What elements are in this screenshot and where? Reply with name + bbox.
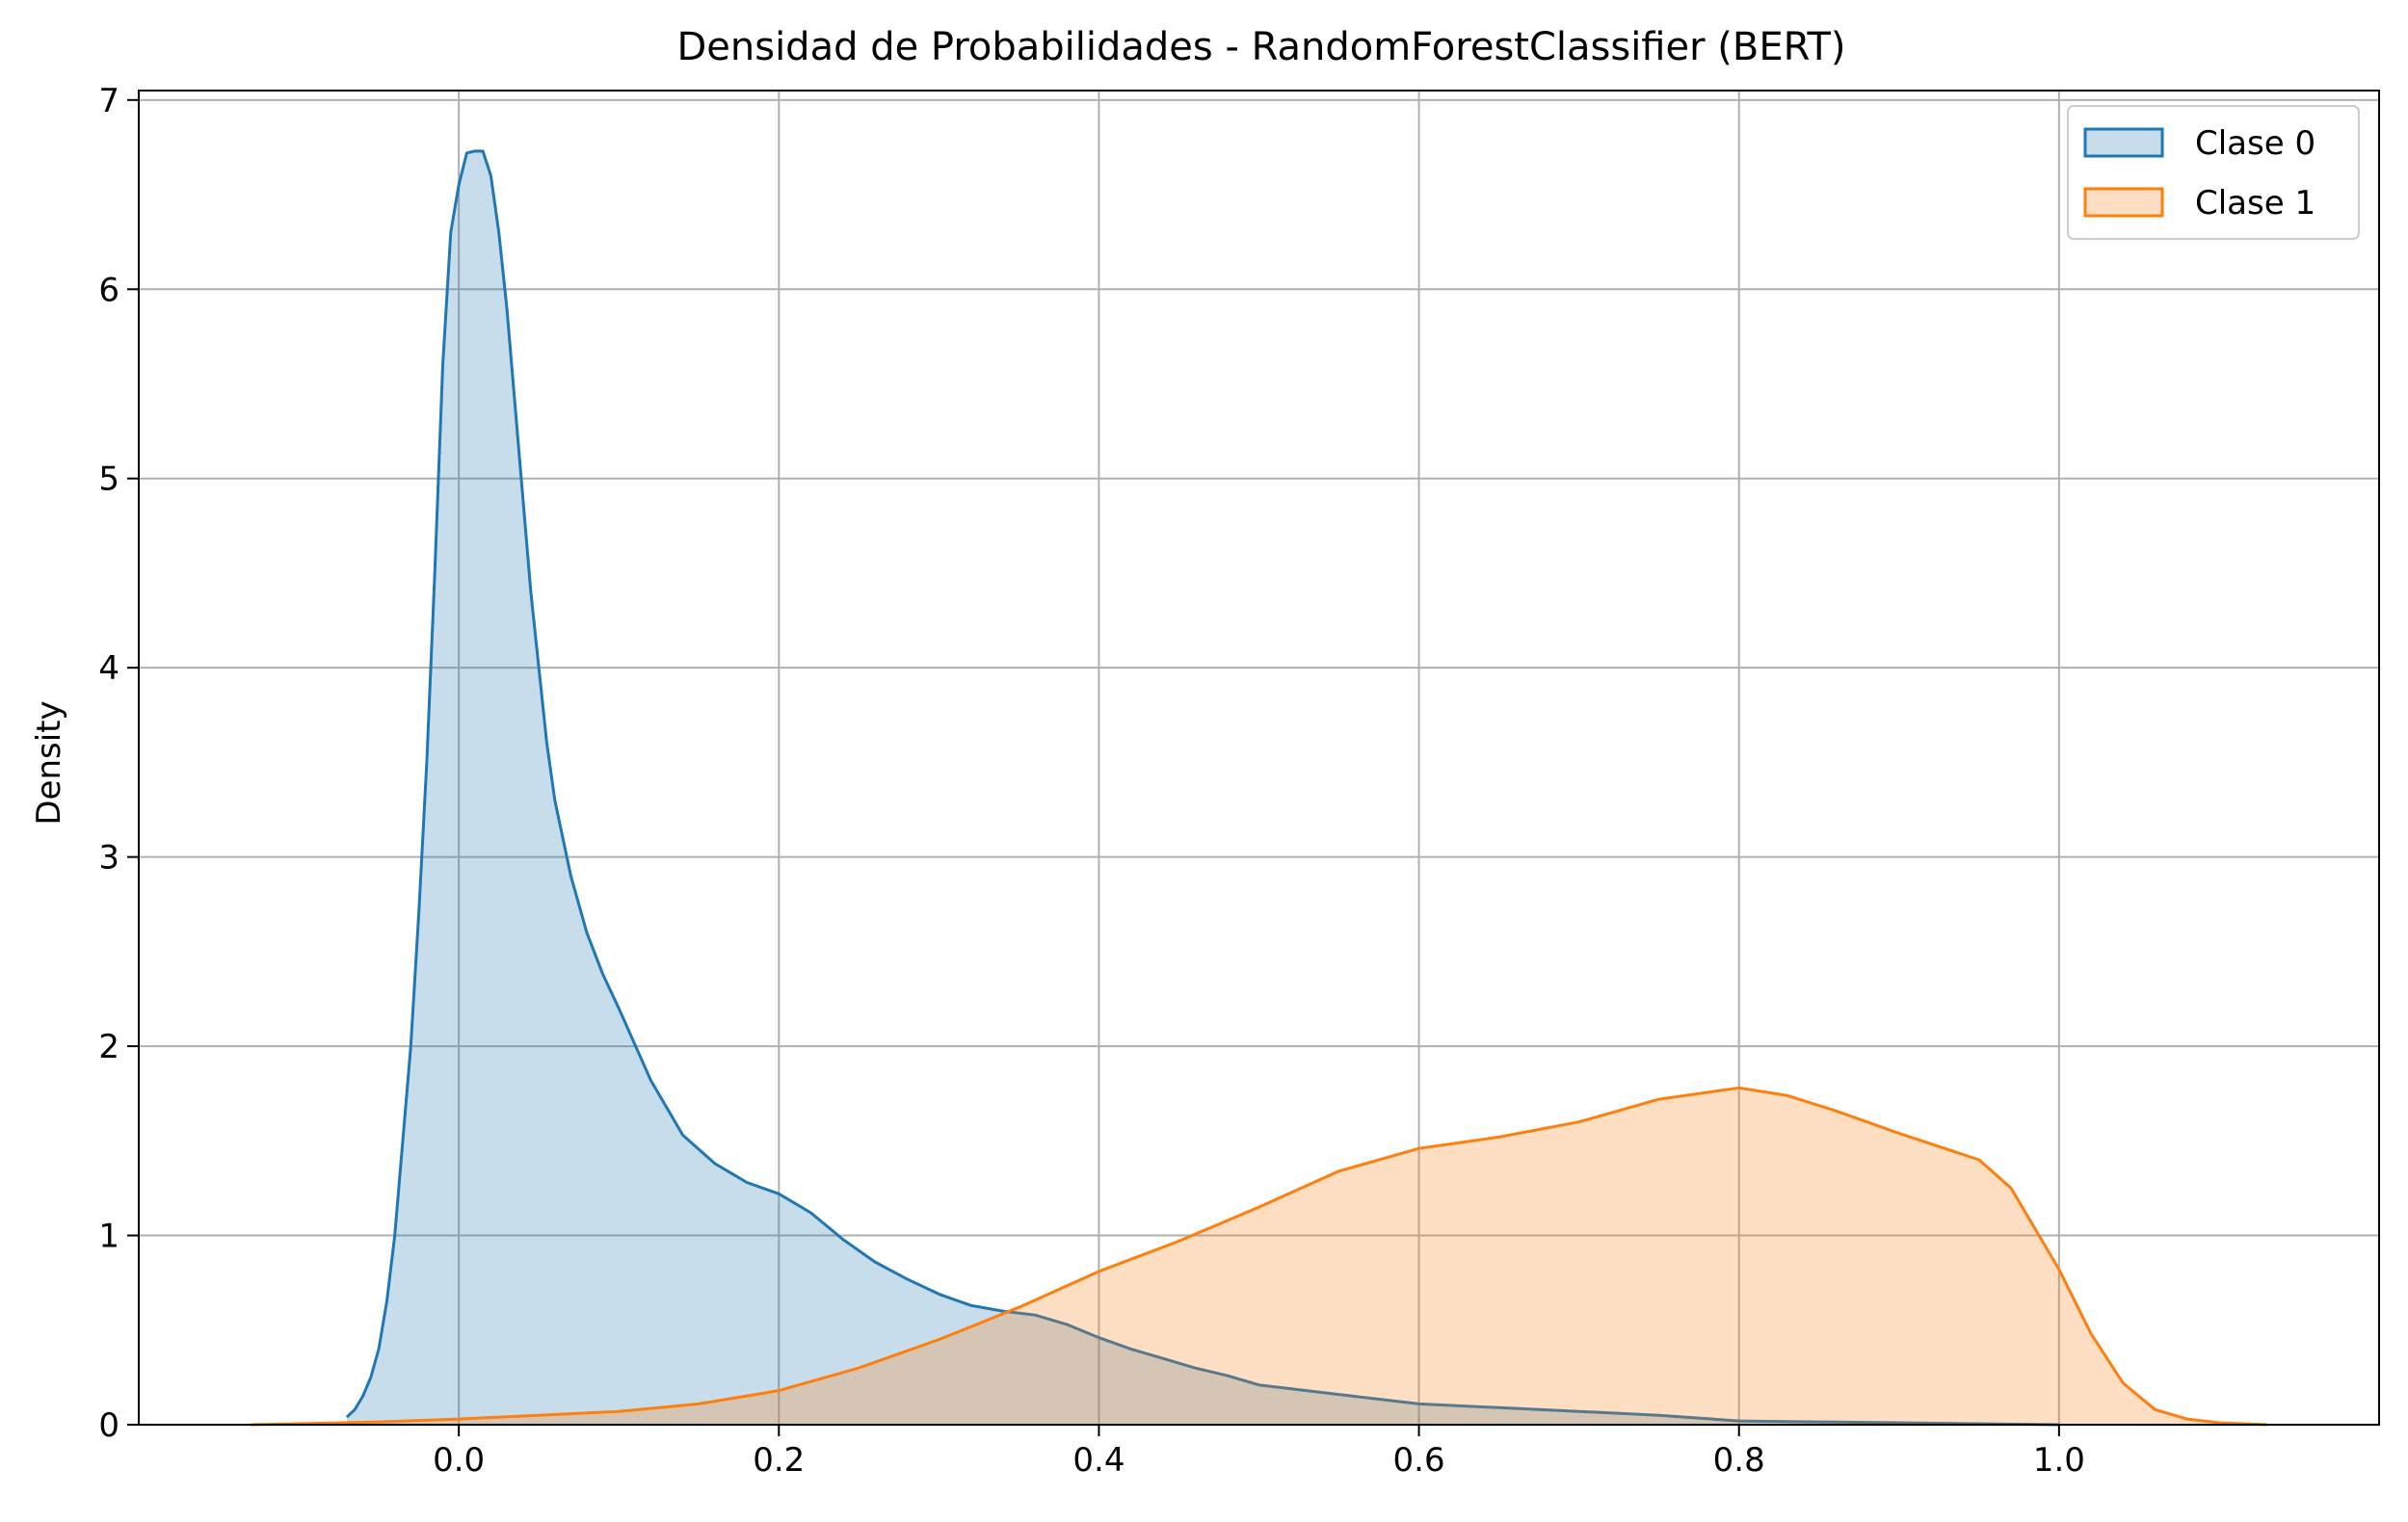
series-line-0 [345,149,2059,1427]
x-tick-label: 1.0 [2033,1441,2085,1480]
y-tick-label: 3 [98,839,119,878]
grid [139,91,2379,1426]
x-tick-label: 0.4 [1072,1441,1125,1480]
plot-frame [138,90,2380,1426]
x-tick-label: 0.2 [753,1441,805,1480]
y-tick-label: 5 [98,460,119,499]
legend: Clase 0 Clase 1 [2067,105,2360,240]
legend-swatch-0 [2083,127,2164,158]
series-area-1 [251,1088,2267,1425]
axis-ticks: 0.0 0.2 0.4 0.6 0.8 1.0 0 1 2 3 4 5 6 7 [98,82,2085,1480]
series-layer [251,149,2267,1427]
chart-title: Densidad de Probabilidades - RandomFores… [676,25,1845,69]
y-axis-label: Density [30,700,68,825]
legend-label-1: Clase 1 [2195,184,2315,223]
y-tick-label: 2 [98,1028,119,1066]
x-tick-label: 0.8 [1713,1441,1765,1480]
y-tick-label: 4 [98,649,119,688]
legend-swatch-1 [2083,187,2164,218]
series-line-1 [251,1086,2267,1427]
legend-box [2067,105,2360,240]
y-tick-label: 7 [98,82,119,120]
x-tick-label: 0.0 [433,1441,485,1480]
series-area-0 [346,150,2059,1425]
y-tick-label: 0 [98,1406,119,1445]
x-tick-label: 0.6 [1393,1441,1445,1480]
y-tick-label: 1 [98,1218,119,1256]
legend-label-0: Clase 0 [2195,124,2315,163]
y-tick-label: 6 [98,271,119,309]
